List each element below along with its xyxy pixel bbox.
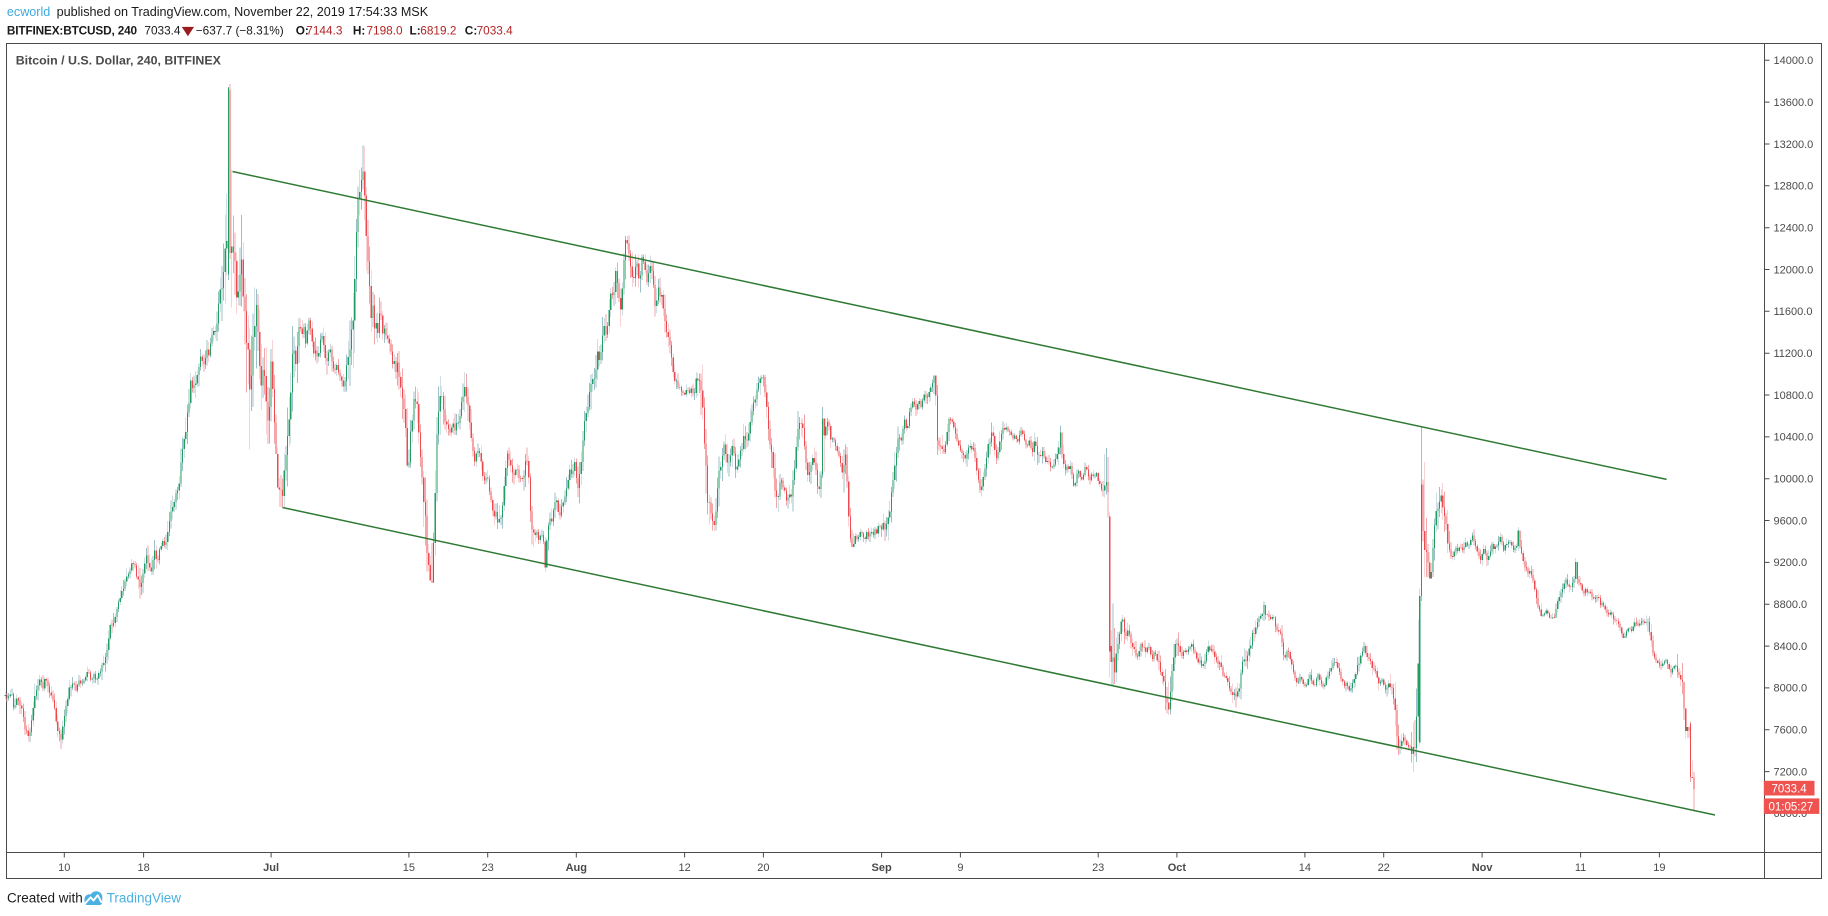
svg-text:C:: C: bbox=[465, 24, 477, 38]
svg-text:20: 20 bbox=[757, 862, 769, 874]
svg-text:10000.0: 10000.0 bbox=[1774, 474, 1814, 486]
svg-text:12000.0: 12000.0 bbox=[1774, 264, 1814, 276]
svg-text:13600.0: 13600.0 bbox=[1774, 97, 1814, 109]
svg-text:Aug: Aug bbox=[566, 862, 587, 874]
svg-text:Bitcoin / U.S. Dollar, 240, BI: Bitcoin / U.S. Dollar, 240, BITFINEX bbox=[16, 54, 222, 68]
svg-text:7033.4: 7033.4 bbox=[144, 24, 181, 38]
svg-text:9200.0: 9200.0 bbox=[1774, 557, 1808, 569]
svg-text:10400.0: 10400.0 bbox=[1774, 432, 1814, 444]
svg-text:22: 22 bbox=[1378, 862, 1390, 874]
svg-text:13200.0: 13200.0 bbox=[1774, 139, 1814, 151]
svg-text:18: 18 bbox=[137, 862, 149, 874]
svg-text:19: 19 bbox=[1653, 862, 1665, 874]
svg-text:published on TradingView.com,: published on TradingView.com, November 2… bbox=[57, 5, 429, 19]
svg-text:8000.0: 8000.0 bbox=[1774, 683, 1808, 695]
svg-text:O:: O: bbox=[296, 24, 309, 38]
svg-text:8400.0: 8400.0 bbox=[1774, 641, 1808, 653]
svg-text:6819.2: 6819.2 bbox=[420, 24, 456, 38]
svg-text:23: 23 bbox=[482, 862, 494, 874]
svg-text:7144.3: 7144.3 bbox=[306, 24, 343, 38]
svg-text:12800.0: 12800.0 bbox=[1774, 181, 1814, 193]
svg-text:14000.0: 14000.0 bbox=[1774, 55, 1814, 67]
svg-text:H:: H: bbox=[353, 24, 365, 38]
svg-text:8800.0: 8800.0 bbox=[1774, 599, 1808, 611]
svg-text:15: 15 bbox=[403, 862, 415, 874]
svg-text:11600.0: 11600.0 bbox=[1774, 306, 1813, 318]
svg-text:7033.4: 7033.4 bbox=[477, 24, 514, 38]
svg-text:ecworld: ecworld bbox=[7, 5, 50, 19]
svg-text:11200.0: 11200.0 bbox=[1774, 348, 1813, 360]
svg-text:9: 9 bbox=[957, 862, 963, 874]
svg-text:Nov: Nov bbox=[1472, 862, 1494, 874]
svg-text:Jul: Jul bbox=[263, 862, 279, 874]
svg-text:01:05:27: 01:05:27 bbox=[1769, 802, 1814, 814]
svg-text:14: 14 bbox=[1299, 862, 1311, 874]
svg-text:12400.0: 12400.0 bbox=[1774, 223, 1814, 235]
svg-text:Created with: Created with bbox=[7, 891, 83, 906]
svg-text:11: 11 bbox=[1575, 862, 1586, 874]
svg-text:7033.4: 7033.4 bbox=[1772, 783, 1808, 795]
svg-text:TradingView: TradingView bbox=[107, 891, 182, 906]
svg-text:L:: L: bbox=[410, 24, 421, 38]
svg-text:BITFINEX:BTCUSD, 240: BITFINEX:BTCUSD, 240 bbox=[7, 24, 138, 38]
svg-text:7200.0: 7200.0 bbox=[1774, 766, 1808, 778]
svg-text:12: 12 bbox=[678, 862, 690, 874]
svg-text:10: 10 bbox=[58, 862, 70, 874]
svg-text:−637.7 (−8.31%): −637.7 (−8.31%) bbox=[196, 24, 284, 38]
svg-text:9600.0: 9600.0 bbox=[1774, 515, 1808, 527]
svg-text:Sep: Sep bbox=[872, 862, 892, 874]
svg-text:10800.0: 10800.0 bbox=[1774, 390, 1814, 402]
svg-text:23: 23 bbox=[1092, 862, 1104, 874]
svg-text:7600.0: 7600.0 bbox=[1774, 725, 1808, 737]
svg-text:Oct: Oct bbox=[1168, 862, 1187, 874]
svg-text:7198.0: 7198.0 bbox=[367, 24, 404, 38]
